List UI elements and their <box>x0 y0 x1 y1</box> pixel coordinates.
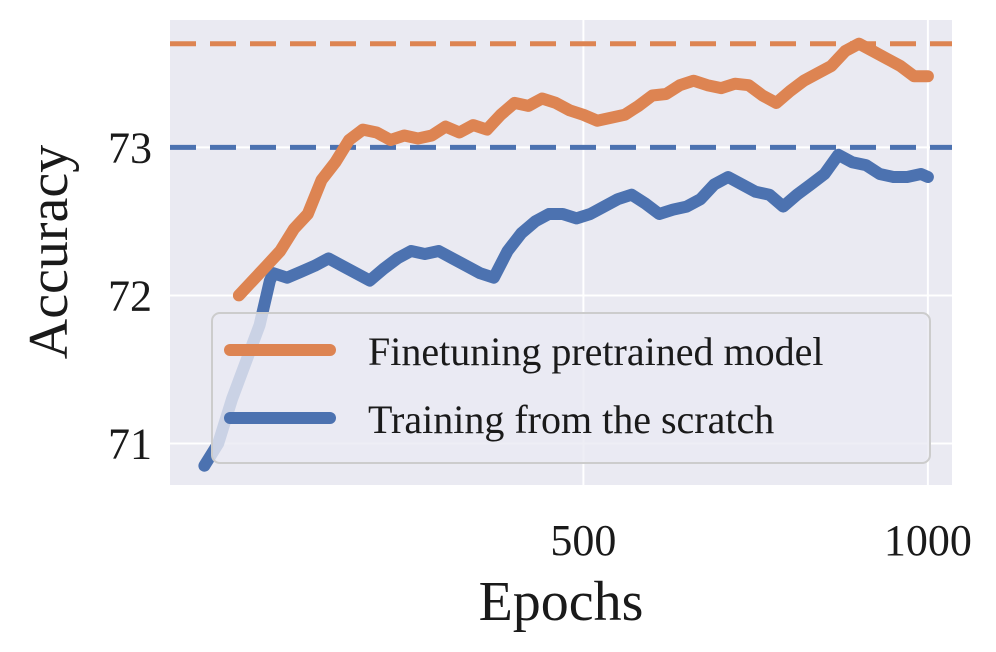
x-tick-label: 500 <box>550 516 616 565</box>
series-line-1 <box>198 148 934 472</box>
y-tick-label: 72 <box>108 271 152 320</box>
legend: Finetuning pretrained model Training fro… <box>211 312 931 464</box>
x-axis-label: Epochs <box>479 571 644 633</box>
x-tick-label: 1000 <box>884 516 972 565</box>
y-axis-label: Accuracy <box>18 145 80 360</box>
reference-lines <box>170 41 952 150</box>
y-tick-label: 71 <box>108 420 152 469</box>
series-line-0 <box>232 37 934 302</box>
legend-label-finetuning: Finetuning pretrained model <box>368 329 823 374</box>
tick-labels: 500 1000 71 72 73 <box>108 123 972 565</box>
series-lines <box>198 37 934 472</box>
y-tick-label: 73 <box>108 123 152 172</box>
legend-box <box>211 312 931 464</box>
legend-label-scratch: Training from the scratch <box>368 397 774 442</box>
